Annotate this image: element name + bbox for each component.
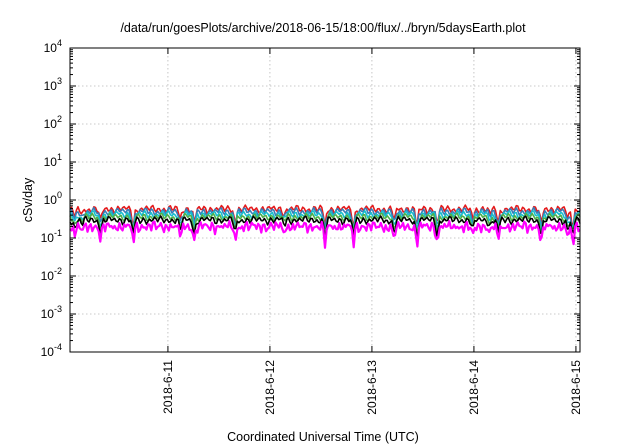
x-tick-label: 2018-6-13 xyxy=(365,360,379,415)
y-tick-label-exponent: 2 xyxy=(57,114,62,124)
chart-title: /data/run/goesPlots/archive/2018-06-15/1… xyxy=(120,21,526,35)
x-tick-labels: 2018-6-11 2018-6-12 2018-6-13 2018-6-14 2018… xyxy=(161,360,583,415)
y-tick-label-base: 10 xyxy=(44,193,58,207)
y-tick-label-base: 10 xyxy=(41,307,55,321)
y-tick-label: 101 xyxy=(44,152,62,169)
y-tick-label: 10-2 xyxy=(41,266,62,283)
y-tick-label: 10-1 xyxy=(41,228,62,245)
x-tick-label: 2018-6-12 xyxy=(263,360,277,415)
y-tick-label: 10-3 xyxy=(41,304,62,321)
y-tick-label-base: 10 xyxy=(44,41,58,55)
series-line-6 xyxy=(69,220,581,249)
y-tick-label-exponent: 3 xyxy=(57,76,62,86)
y-tick-label-exponent: -2 xyxy=(54,266,62,276)
y-tick-label-exponent: 0 xyxy=(57,190,62,200)
y-tick-label-exponent: -4 xyxy=(54,342,62,352)
y-tick-label-base: 10 xyxy=(41,231,55,245)
y-tick-label-base: 10 xyxy=(41,345,55,359)
y-tick-label: 104 xyxy=(44,38,62,55)
y-tick-label-base: 10 xyxy=(44,117,58,131)
grid-lines xyxy=(70,48,580,352)
y-tick-label: 102 xyxy=(44,114,62,131)
series-layer xyxy=(69,204,581,249)
y-tick-label-exponent: 1 xyxy=(57,152,62,162)
axis-ticks xyxy=(70,47,580,353)
y-tick-label: 10-4 xyxy=(41,342,62,359)
y-tick-label-base: 10 xyxy=(44,79,58,93)
x-tick-label: 2018-6-14 xyxy=(467,360,481,415)
y-tick-label: 103 xyxy=(44,76,62,93)
y-tick-label-base: 10 xyxy=(44,155,58,169)
y-tick-label-exponent: -3 xyxy=(54,304,62,314)
y-tick-label-base: 10 xyxy=(41,269,55,283)
x-tick-label: 2018-6-11 xyxy=(161,360,175,414)
x-axis-label: Coordinated Universal Time (UTC) xyxy=(227,430,419,444)
y-tick-label-exponent: 4 xyxy=(57,38,62,48)
x-tick-label: 2018-6-15 xyxy=(569,360,583,415)
y-axis-label: cSv/day xyxy=(21,177,35,222)
y-tick-label: 100 xyxy=(44,190,62,207)
y-tick-label-exponent: -1 xyxy=(54,228,62,238)
